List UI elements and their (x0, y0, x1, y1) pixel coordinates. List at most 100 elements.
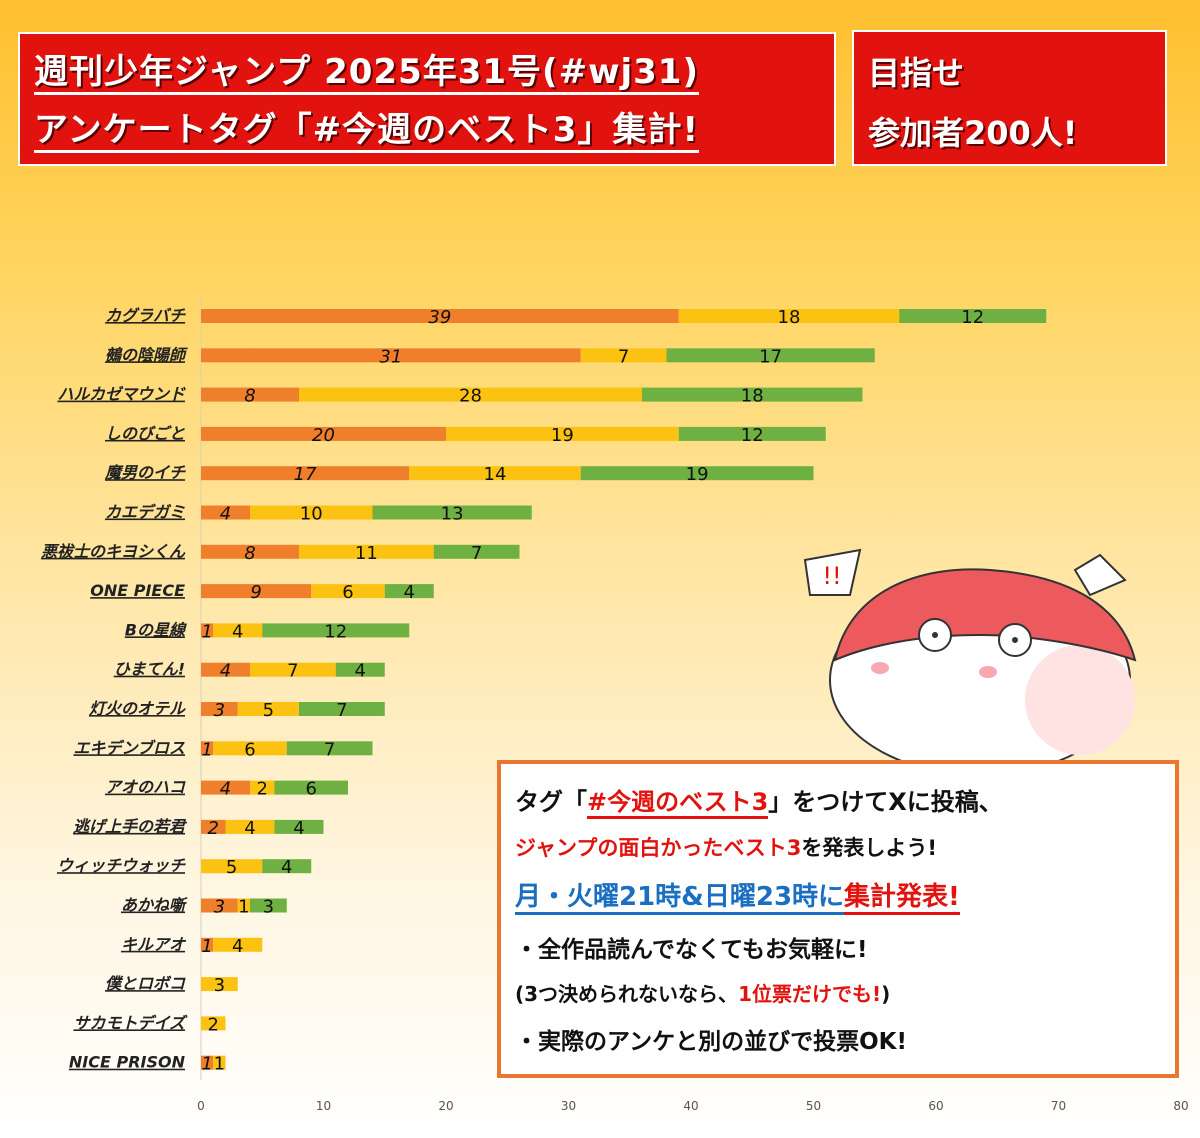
bar-value-label: 9 (250, 582, 261, 603)
bar-value-label: 4 (281, 857, 292, 878)
bar-value-label: 4 (293, 818, 304, 839)
bar-value-label: 3 (214, 975, 225, 996)
bar-segment (213, 623, 263, 638)
bar-value-label: 2 (208, 1014, 219, 1035)
goal-line-1: 目指せ (868, 54, 965, 92)
x-tick-label: 20 (438, 1099, 453, 1113)
bar-value-label: 6 (306, 779, 317, 800)
bar-segment (286, 741, 373, 756)
category-label: 僕とロボコ (105, 974, 186, 993)
bar-segment (299, 544, 434, 559)
bar-segment (201, 348, 581, 363)
bar-value-label: 20 (312, 425, 335, 446)
bar-segment (201, 1016, 226, 1031)
bar-segment (201, 741, 214, 756)
bar-segment (262, 623, 410, 638)
category-label: カグラバチ (105, 306, 186, 325)
category-label: 鵺の陰陽師 (105, 345, 188, 364)
bar-value-label: 4 (404, 582, 415, 603)
bar-value-label: 1 (201, 739, 212, 760)
info-line-3: 月・火曜21時&日曜23時に集計発表! (515, 876, 960, 915)
bar-segment (299, 702, 385, 716)
info-line-2: ジャンプの面白かったベスト3を発表しよう! (515, 832, 937, 862)
bar-segment (201, 937, 214, 952)
info-line-1: タグ「#今週のベスト3」をつけてXに投稿、 (515, 782, 1003, 819)
bar-segment (213, 937, 263, 952)
bar-value-label: 10 (300, 504, 323, 525)
bar-value-label: 28 (459, 386, 482, 407)
bar-value-label: 1 (238, 897, 249, 918)
category-label: 逃げ上手の若君 (73, 817, 188, 836)
bar-segment (446, 426, 679, 441)
bar-value-label: 39 (428, 307, 451, 328)
bar-segment (201, 466, 410, 481)
category-label: ウィッチウォッチ (57, 856, 186, 875)
bar-value-label: 11 (355, 543, 378, 564)
bar-value-label: 1 (201, 621, 212, 642)
bar-segment (201, 819, 226, 834)
bar-segment (299, 387, 642, 402)
bar-value-label: 4 (232, 936, 243, 957)
category-label: Bの星線 (125, 620, 187, 639)
bar-segment (201, 387, 299, 402)
bar-segment (274, 780, 348, 795)
bar-segment (201, 662, 250, 677)
category-label: キルアオ (121, 935, 187, 954)
category-label: あかね噺 (121, 896, 188, 915)
x-tick-label: 40 (683, 1099, 698, 1113)
bar-segment (201, 584, 312, 599)
info-line-2-post: を発表しよう! (801, 836, 937, 860)
bar-segment (201, 898, 238, 913)
bar-segment (201, 977, 238, 992)
bar-value-label: 3 (263, 897, 274, 918)
x-tick-label: 0 (197, 1099, 205, 1113)
bar-value-label: 17 (759, 346, 782, 367)
bar-segment (409, 466, 581, 481)
bar-value-label: 19 (551, 425, 574, 446)
bar-segment (201, 1055, 214, 1070)
announce-label: 集計発表! (844, 882, 960, 915)
hashtag-label: #今週のベスト3 (587, 788, 769, 819)
bar-value-label: 2 (208, 818, 219, 839)
bar-segment (213, 741, 287, 756)
bar-segment (372, 505, 532, 520)
category-label: しのびごと (105, 424, 185, 443)
bar-segment (201, 780, 250, 795)
x-tick-label: 30 (561, 1099, 576, 1113)
bar-value-label: 14 (484, 464, 507, 485)
x-tick-label: 10 (316, 1099, 331, 1113)
bar-value-label: 7 (618, 346, 629, 367)
bar-value-label: 2 (257, 779, 268, 800)
bar-value-label: 7 (336, 700, 347, 721)
bar-segment (250, 780, 275, 795)
bar-value-label: 12 (324, 621, 347, 642)
info-line-5: (3つ決められないなら、1位票だけでも!) (515, 978, 890, 1007)
bar-segment (250, 898, 287, 913)
bar-segment (274, 819, 324, 834)
info-line-1-pre: タグ「 (515, 788, 587, 816)
bar-segment (213, 1055, 226, 1070)
info-line-4: ・全作品読んでなくてもお気軽に! (515, 937, 868, 963)
bar-value-label: 5 (263, 700, 274, 721)
bar-segment (899, 309, 1047, 323)
x-tick-label: 60 (928, 1099, 943, 1113)
bar-segment (201, 859, 263, 874)
bar-value-label: 19 (686, 464, 709, 485)
bar-segment (642, 387, 863, 402)
title-line-2: アンケートタグ「#今週のベスト3」集計! (34, 110, 699, 153)
bar-segment (433, 544, 520, 559)
title-banner: 週刊少年ジャンプ 2025年31号(#wj31) アンケートタグ「#今週のベスト… (18, 32, 836, 166)
info-line-1-post: 」をつけてXに投稿、 (768, 788, 1003, 816)
bar-segment (250, 662, 336, 677)
bar-value-label: 8 (244, 543, 255, 564)
bar-segment (237, 702, 299, 716)
round-mascot-icon (829, 568, 1137, 760)
category-label: エキデンブロス (73, 738, 185, 757)
bar-value-label: 7 (324, 739, 335, 760)
bar-value-label: 18 (741, 386, 764, 407)
bar-segment (201, 309, 679, 323)
category-label: アオのハコ (105, 778, 186, 797)
bar-segment (678, 309, 900, 323)
bar-value-label: 4 (220, 779, 231, 800)
